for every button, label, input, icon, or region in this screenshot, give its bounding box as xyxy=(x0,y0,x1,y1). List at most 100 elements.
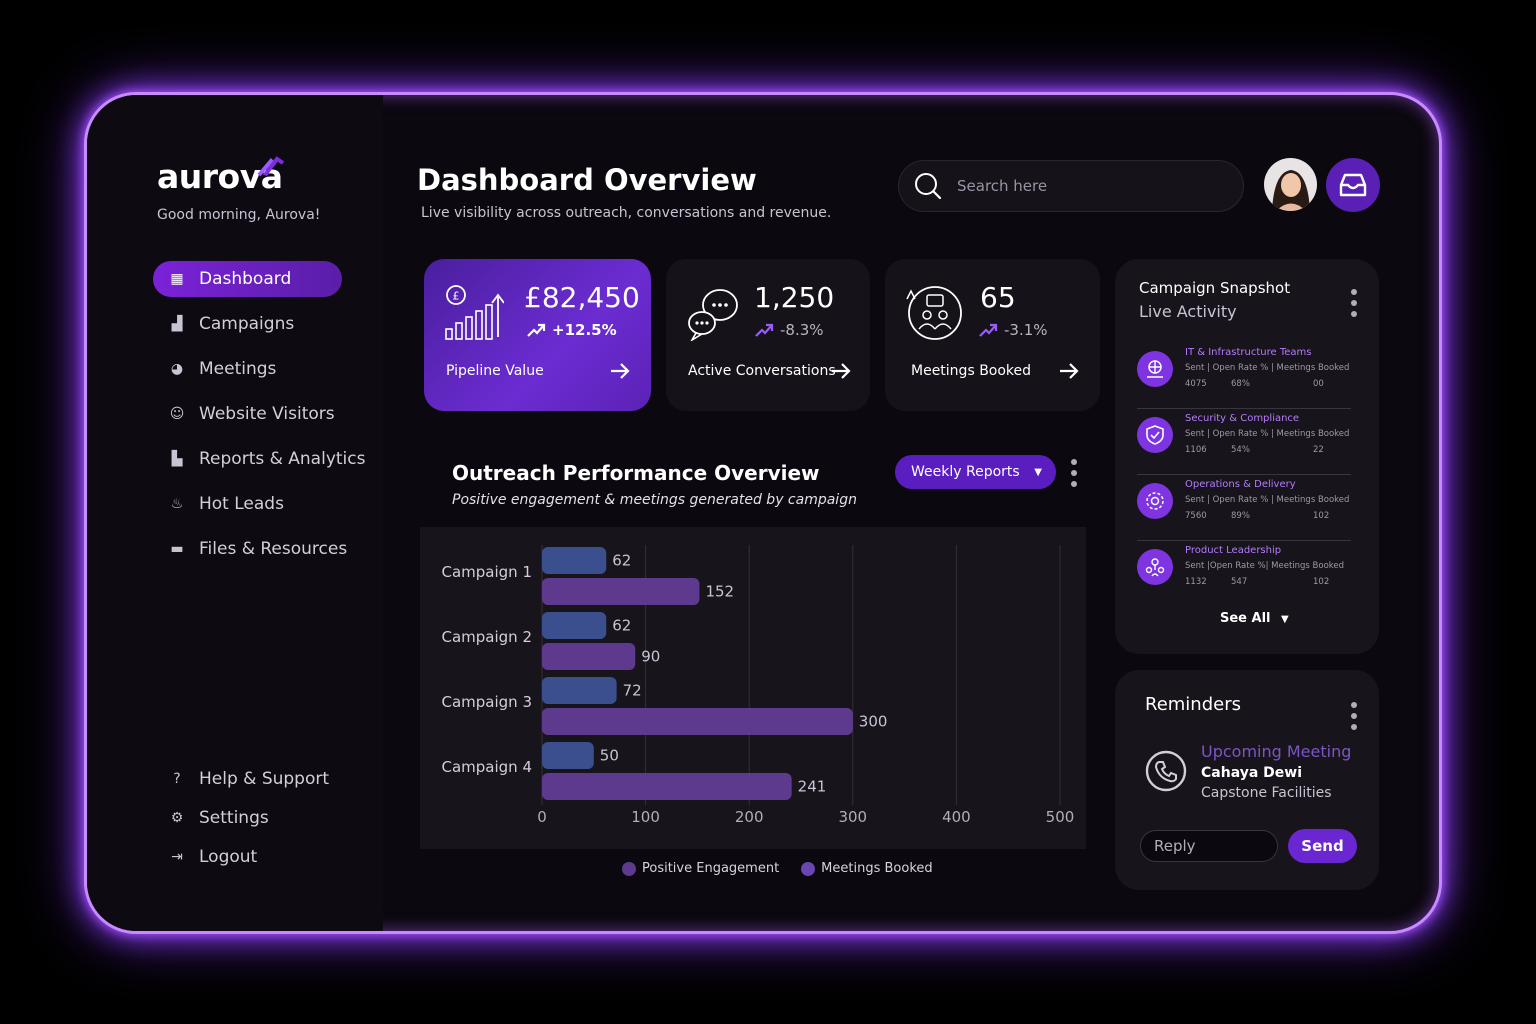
reminders-panel: Reminders Upcoming Meeting Cahaya Dewi C… xyxy=(1115,670,1379,890)
booked-value: 00 xyxy=(1313,379,1324,389)
send-button[interactable]: Send xyxy=(1288,829,1357,863)
reply-input[interactable] xyxy=(1140,830,1278,862)
logout-icon: ⇥ xyxy=(171,849,183,865)
reminders-title: Reminders xyxy=(1145,694,1241,715)
bar-positive-engagement xyxy=(542,742,594,769)
bar-positive-engagement xyxy=(542,547,607,574)
stat-label: Active Conversations xyxy=(688,363,836,379)
network-icon xyxy=(1137,351,1173,387)
nav-meetings[interactable]: ◕ Meetings xyxy=(153,351,383,387)
reminder-contact: Cahaya Dewi xyxy=(1201,765,1303,781)
x-tick-label: 300 xyxy=(838,808,867,826)
search-input[interactable] xyxy=(957,177,1217,195)
sent-value: 4075 xyxy=(1185,379,1207,389)
nav-label: Website Visitors xyxy=(199,404,335,424)
category-label: Campaign 3 xyxy=(442,693,533,711)
greeting-text: Good morning, Aurova! xyxy=(157,207,321,223)
weekly-reports-dropdown[interactable]: Weekly Reports ▼ xyxy=(895,455,1056,489)
open-rate-value: 54% xyxy=(1231,445,1250,455)
stat-card-pipeline[interactable]: £ £82,450 +12.5% Pipeline Value xyxy=(424,259,651,411)
snapshot-menu-icon[interactable] xyxy=(1350,289,1358,317)
booked-value: 102 xyxy=(1313,511,1330,521)
gear-icon: ⚙ xyxy=(170,810,184,826)
page-subtitle: Live visibility across outreach, convers… xyxy=(421,205,832,221)
stat-value: 1,250 xyxy=(754,281,835,314)
bar-chart-icon: ▟ xyxy=(171,316,183,332)
sent-value: 1132 xyxy=(1185,577,1207,587)
bottom-nav: ? Help & Support ⚙ Settings ⇥ Logout xyxy=(153,761,383,878)
open-rate-value: 89% xyxy=(1231,511,1250,521)
reminder-label: Upcoming Meeting xyxy=(1201,742,1352,761)
nav-website-visitors[interactable]: ☺ Website Visitors xyxy=(153,396,383,432)
stat-change: +12.5% xyxy=(526,321,617,339)
booked-value: 102 xyxy=(1313,577,1330,587)
page-title: Dashboard Overview xyxy=(417,163,757,197)
nav-logout[interactable]: ⇥ Logout xyxy=(153,839,383,875)
inbox-icon xyxy=(1339,173,1367,197)
nav-settings[interactable]: ⚙ Settings xyxy=(153,800,383,836)
x-tick-label: 100 xyxy=(631,808,660,826)
data-label: 300 xyxy=(859,713,888,731)
shield-icon xyxy=(1137,417,1173,453)
stat-change-value: +12.5% xyxy=(552,321,617,339)
nav-reports[interactable]: ▙ Reports & Analytics xyxy=(153,441,383,477)
avatar-image xyxy=(1264,158,1317,211)
snapshot-item[interactable]: Product Leadership Sent |Open Rate %| Me… xyxy=(1137,545,1351,607)
x-tick-label: 0 xyxy=(537,808,547,826)
reminder-company: Capstone Facilities xyxy=(1201,785,1332,801)
nav-label: Meetings xyxy=(199,359,277,379)
folder-icon: ▬ xyxy=(170,541,184,557)
search-icon xyxy=(915,173,942,200)
pie-icon: ◕ xyxy=(170,361,184,377)
arrow-right-icon[interactable] xyxy=(609,360,631,382)
data-label: 241 xyxy=(798,778,827,796)
app-frame: aurova Good morning, Aurova! ▦ Dashboard… xyxy=(84,92,1442,934)
help-icon: ? xyxy=(173,771,181,787)
nav-campaigns[interactable]: ▟ Campaigns xyxy=(153,306,383,342)
search-bar[interactable] xyxy=(898,160,1244,212)
main-nav: ▦ Dashboard ▟ Campaigns ◕ Meetings ☺ Web… xyxy=(153,261,383,576)
nav-label: Files & Resources xyxy=(199,539,348,559)
see-all-label: See All xyxy=(1220,611,1271,626)
see-all-button[interactable]: See All ▼ xyxy=(1220,611,1289,626)
nav-label: Help & Support xyxy=(199,769,330,789)
stat-card-meetings[interactable]: 65 -3.1% Meetings Booked xyxy=(885,259,1100,411)
snapshot-item[interactable]: Operations & Delivery Sent | Open Rate %… xyxy=(1137,479,1351,541)
data-label: 90 xyxy=(641,648,660,666)
user-avatar[interactable] xyxy=(1264,158,1317,211)
reminders-menu-icon[interactable] xyxy=(1350,702,1358,730)
nav-label: Dashboard xyxy=(199,269,292,289)
leadership-icon xyxy=(1137,549,1173,585)
nav-hot-leads[interactable]: ♨ Hot Leads xyxy=(153,486,383,522)
snapshot-item[interactable]: Security & Compliance Sent | Open Rate %… xyxy=(1137,413,1351,475)
snapshot-title: Campaign Snapshot xyxy=(1139,279,1291,297)
legend-label: Positive Engagement xyxy=(642,861,780,876)
snapshot-item[interactable]: IT & Infrastructure Teams Sent | Open Ra… xyxy=(1137,347,1351,409)
snapshot-item-meta: Sent | Open Rate % | Meetings Booked xyxy=(1185,363,1350,373)
sidebar: aurova Good morning, Aurova! ▦ Dashboard… xyxy=(87,95,383,931)
snapshot-item-name: IT & Infrastructure Teams xyxy=(1185,347,1312,358)
chart-legend: Positive Engagement Meetings Booked xyxy=(622,861,933,876)
brand-logo[interactable]: aurova xyxy=(157,157,283,196)
nav-dashboard[interactable]: ▦ Dashboard xyxy=(153,261,342,297)
arrow-right-icon[interactable] xyxy=(830,360,852,382)
stat-value: £82,450 xyxy=(524,281,640,314)
nav-label: Logout xyxy=(199,847,258,867)
stat-value: 65 xyxy=(980,281,1016,314)
stat-card-conversations[interactable]: 1,250 -8.3% Active Conversations xyxy=(666,259,870,411)
trend-up-icon xyxy=(527,323,546,337)
bar-positive-engagement xyxy=(542,677,617,704)
inbox-button[interactable] xyxy=(1326,158,1380,212)
grid-icon: ▦ xyxy=(170,271,184,287)
stat-change: -8.3% xyxy=(754,321,824,339)
chat-bubbles-icon xyxy=(688,289,738,341)
snapshot-subtitle: Live Activity xyxy=(1139,302,1237,321)
chart-menu-icon[interactable] xyxy=(1070,459,1078,487)
nav-label: Reports & Analytics xyxy=(199,449,366,469)
nav-help[interactable]: ? Help & Support xyxy=(153,761,383,797)
bar-meetings-booked xyxy=(542,708,853,735)
dropdown-label: Weekly Reports xyxy=(911,464,1020,480)
arrow-right-icon[interactable] xyxy=(1058,360,1080,382)
meeting-group-icon xyxy=(906,286,962,340)
nav-files[interactable]: ▬ Files & Resources xyxy=(153,531,383,567)
